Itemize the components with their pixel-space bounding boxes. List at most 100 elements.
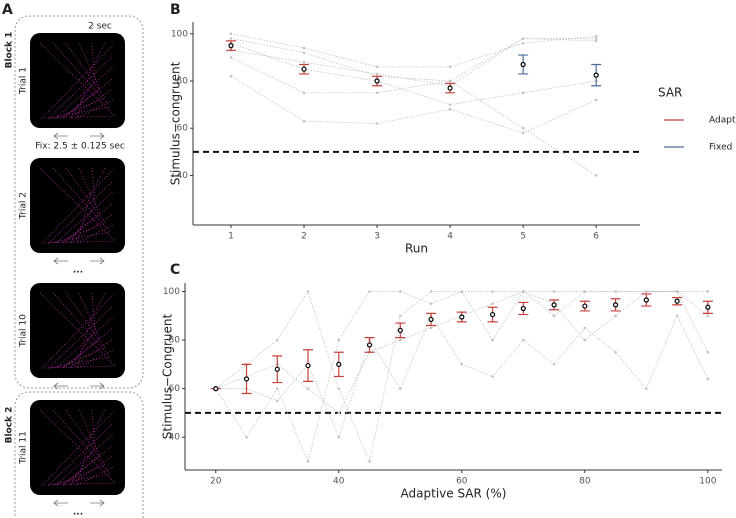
trial-label: Trial 2 [19,192,29,220]
subject-point [706,350,710,354]
stimulus-dots [39,292,116,369]
stimulus [30,158,125,253]
arrow [53,132,105,140]
subject-point [552,290,556,293]
stimuli: Trial 1 Trial 2 Trial 10 Trial 11 [19,33,125,507]
trial-label: Trial 11 [19,431,29,465]
legend-label: Fixed [709,143,732,153]
trial-label: Trial 1 [19,67,29,95]
subject-point [706,290,710,293]
subject-line [230,38,597,82]
x-tick-label: 4 [447,232,453,242]
subject-point [522,290,525,293]
mean-point [674,298,680,304]
subject-point [594,98,598,102]
ellipsis: ... [73,266,83,276]
ellipsis: ... [73,508,83,518]
mean-point [459,314,465,320]
charts: B 40 60 80 100 1 2 3 4 5 6 Run Stimulus−congruent C 40… [161,2,722,501]
y-tick-label: 80 [169,336,181,346]
x-tick-label: 1 [228,232,234,242]
panel-label: C [170,262,180,278]
subject-point [521,41,525,45]
subject-line [230,38,597,87]
x-axis-title: Run [405,242,428,256]
stimulus-dots [39,409,116,486]
x-tick-label: 6 [593,232,599,242]
mean-point [705,304,711,310]
arrow [53,499,105,507]
mean-point [447,85,453,91]
arrow [53,257,105,265]
x-tick-label: 5 [520,232,526,242]
subject-point [429,326,433,330]
subject-point [398,338,402,342]
subject-point [302,46,306,50]
mean-point [520,305,526,312]
block-title: Block 1 [5,32,15,69]
mean-point [243,376,250,382]
subject-line [230,33,597,68]
block-box [14,15,144,389]
x-tick-label: 60 [456,477,468,487]
mean-point [305,362,311,369]
mean-point [213,386,219,392]
mean-point [520,61,526,68]
mean-point [366,342,373,348]
subject-point [375,122,379,125]
y-tick-label: 40 [169,433,181,443]
mean-point [428,316,434,323]
mean-point [336,361,342,367]
stimulus-dots [39,42,116,119]
subject-point [706,314,710,318]
x-tick-label: 40 [333,477,345,487]
panel-label: A [2,2,13,18]
stimulus [30,283,125,378]
mean-point [489,311,496,318]
mean-point [551,302,557,308]
y-tick-label: 60 [177,124,189,134]
y-tick-label: 40 [177,171,189,181]
duration: 2 sec [88,22,112,32]
x-tick-label: 100 [699,477,716,487]
mean-point [582,303,588,309]
y-tick-label: 100 [171,29,188,39]
subject-point [368,460,371,463]
y-tick-label: 100 [163,287,180,297]
fixation: Fix: 2.5 ± 0.125 sec [35,142,125,152]
stimulus-dots [39,167,116,244]
legend-label: Adaptive [709,116,736,126]
subject-point [491,302,494,305]
trial-label: Trial 10 [19,314,29,348]
y-axis-title: Stimulus−Congruent [161,314,175,440]
subject-point [521,37,525,40]
subject-point [448,108,452,111]
mean-point [228,43,234,49]
mean-point [593,72,599,78]
x-axis-title: Adaptive SAR (%) [401,487,507,501]
subject-point [460,290,464,293]
subject-point [302,51,306,54]
block-title: Block 2 [5,407,15,444]
subject-point [398,290,402,293]
x-tick-label: 80 [579,477,591,487]
stimulus [30,33,125,128]
mean-point [374,78,380,84]
subject-point [337,435,341,439]
y-axis-title: Stimulus−congruent [169,61,183,185]
mean-point [612,302,619,308]
stimulus [30,400,125,495]
subject-point [521,91,525,95]
x-tick-label: 2 [301,232,307,242]
x-tick-label: 3 [374,232,380,242]
mean-point [397,327,403,333]
subject-line [230,42,597,105]
block-box [14,391,144,518]
subject-line [215,314,709,439]
y-tick-label: 80 [177,77,189,87]
subject-line [215,291,709,414]
legend-title: SAR [658,86,682,100]
subject-point [429,302,433,305]
subject-point [706,377,710,381]
